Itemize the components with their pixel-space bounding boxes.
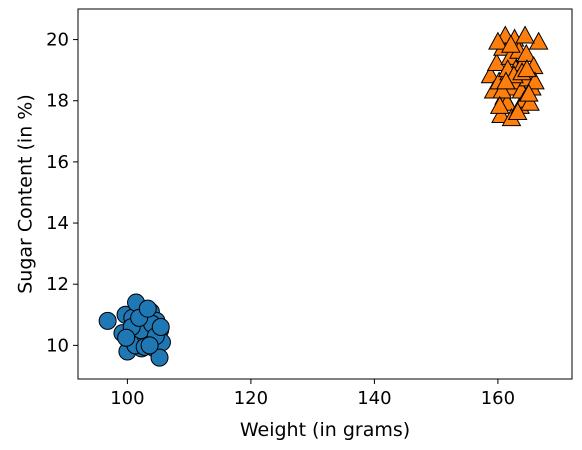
circle-point bbox=[98, 311, 117, 330]
circle-point bbox=[140, 336, 159, 355]
circle-point bbox=[151, 318, 170, 337]
triangle-point bbox=[489, 95, 510, 114]
triangle-point bbox=[525, 71, 545, 90]
triangle-point bbox=[507, 101, 528, 120]
triangle-point bbox=[515, 25, 535, 44]
circle-point bbox=[138, 299, 157, 318]
circle-point bbox=[117, 328, 136, 347]
circle-point bbox=[150, 348, 169, 367]
y-tick-label: 10 bbox=[46, 335, 69, 356]
triangle-point bbox=[528, 31, 549, 50]
triangle-point bbox=[496, 71, 516, 90]
x-tick-label: 140 bbox=[357, 388, 391, 409]
triangle-point bbox=[518, 83, 539, 102]
triangle-point bbox=[520, 92, 540, 111]
x-tick-label: 160 bbox=[481, 388, 515, 409]
plot-frame bbox=[77, 8, 573, 380]
x-tick-label: 100 bbox=[110, 388, 144, 409]
triangle-point bbox=[491, 104, 511, 124]
y-tick-label: 16 bbox=[46, 152, 69, 173]
points-layer bbox=[98, 25, 549, 367]
y-tick-label: 14 bbox=[46, 213, 69, 234]
triangle-point bbox=[517, 59, 537, 78]
y-tick-label: 12 bbox=[46, 274, 69, 295]
y-tick-label: 20 bbox=[46, 30, 69, 51]
triangle-point bbox=[486, 52, 507, 72]
x-axis-title: Weight (in grams) bbox=[240, 419, 410, 441]
triangle-point bbox=[501, 34, 521, 53]
triangle-point bbox=[488, 31, 508, 50]
triangle-point bbox=[492, 80, 513, 99]
triangle-point bbox=[480, 65, 501, 84]
series-circle bbox=[98, 293, 171, 367]
x-tick-label: 120 bbox=[234, 388, 268, 409]
y-axis-title: Sugar Content (in %) bbox=[15, 94, 37, 294]
y-tick-label: 18 bbox=[46, 91, 69, 112]
ticks-layer: 100 120 140 160 10 12 14 16 18 20 bbox=[46, 30, 515, 409]
series-triangle bbox=[480, 25, 549, 127]
